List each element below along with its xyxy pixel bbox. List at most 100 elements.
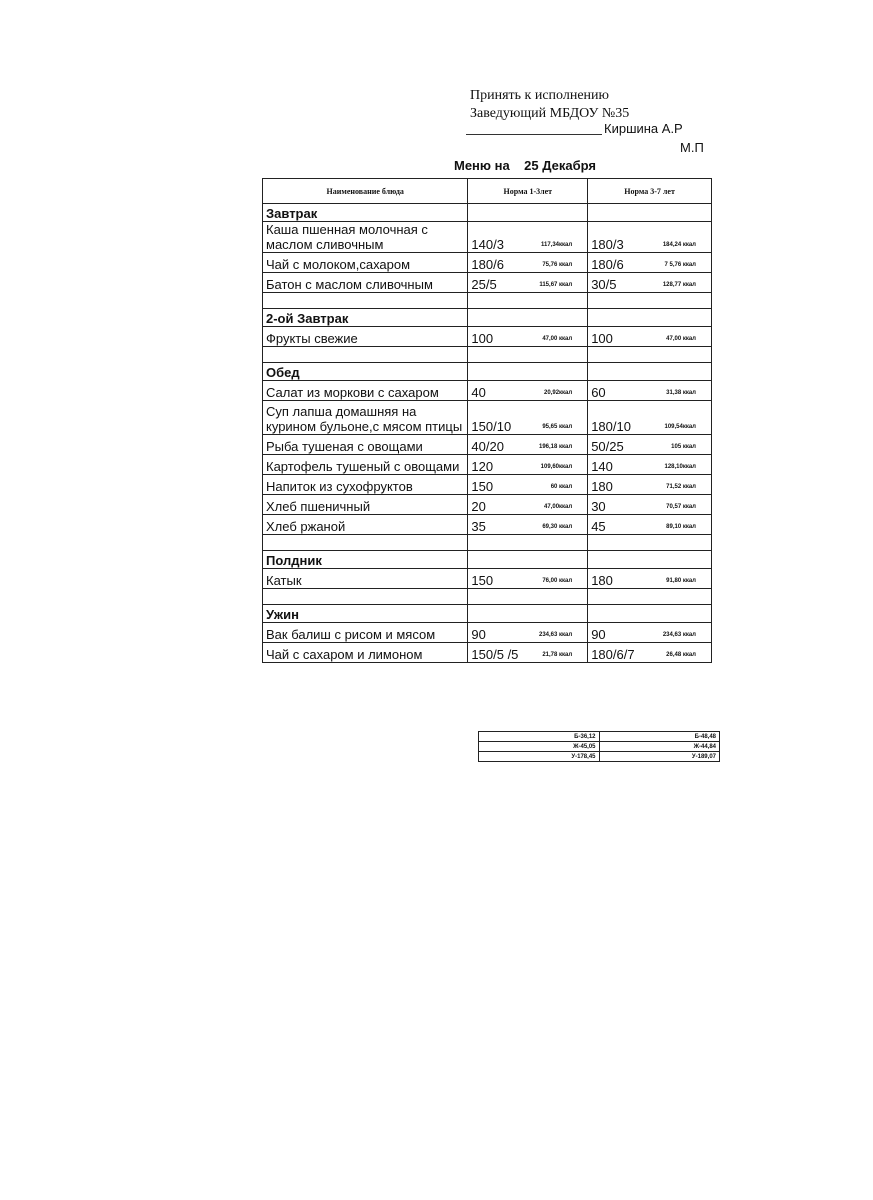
menu-row: Хлеб ржаной 35 69,30 ккал 45 89,10 ккал [261,514,712,535]
norm-content: 90 234,63 ккал [471,627,584,642]
dish-name: Рыба тушеная с овощами [261,434,469,455]
empty-cell [587,534,712,551]
calories: 21,78 ккал [542,651,573,658]
column-header: Норма 1-3лет [467,178,589,204]
empty-cell [467,362,589,381]
norm-content: 180/10 109,54ккал [591,419,708,434]
section-title: Ужин [261,604,469,623]
empty-cell [467,292,589,309]
calories: 184,24 ккал [662,241,696,248]
dish-name: Напиток из сухофруктов [261,474,469,495]
stamp: М.П [680,140,704,155]
empty-cell [261,534,469,551]
empty-cell [467,534,589,551]
header-row: Наименование блюда Норма 1-3лет Норма 3-7 … [261,178,712,204]
column-header: Наименование блюда [261,178,469,204]
empty-cell [587,362,712,381]
dish-name: Суп лапша домашняя на курином бульоне,с … [261,400,469,435]
portion: 40/20 [471,439,504,454]
section-title: 2-ой Завтрак [261,308,469,327]
menu-row: Завтрак [261,203,712,222]
calories: 20,92ккал [544,389,573,396]
norm-cell: 150 60 ккал [467,474,589,495]
totals-row: У-178,45 У-189,07 [478,751,720,762]
norm-content: 30 70,57 ккал [591,499,708,514]
norm-cell: 60 31,38 ккал [587,380,712,401]
calories: 234,63 ккал [539,631,573,638]
norm-content: 180 71,52 ккал [591,479,708,494]
dish-name: Картофель тушеный с овощами [261,454,469,475]
menu-row: Обед [261,362,712,381]
empty-cell [587,308,712,327]
norm-cell: 180/10 109,54ккал [587,400,712,435]
menu-row: Рыба тушеная с овощами 40/20 196,18 ккал 50… [261,434,712,455]
norm-content: 180/6 7 5,76 ккал [591,257,708,272]
calories: 95,65 ккал [542,423,573,430]
menu-row: Чай с сахаром и лимоном 150/5 /5 21,78 кка… [261,642,712,663]
dish-name: Хлеб ржаной [261,514,469,535]
calories: 105 ккал [671,443,696,450]
empty-cell [467,308,589,327]
portion: 90 [591,627,606,642]
portion: 90 [471,627,486,642]
portion: 20 [471,499,486,514]
title-date: 25 Декабря [524,158,597,173]
norm-cell: 50/25 105 ккал [587,434,712,455]
norm-cell: 180/6 7 5,76 ккал [587,252,712,273]
calories: 89,10 ккал [666,523,696,530]
empty-cell [587,588,712,605]
norm-cell: 45 89,10 ккал [587,514,712,535]
norm-content: 150/10 95,65 ккал [471,419,584,434]
norm-cell: 150/10 95,65 ккал [467,400,589,435]
norm-content: 180/6/7 26,48 ккал [591,647,708,662]
portion: 40 [471,385,486,400]
portion: 100 [471,331,494,346]
total-value: Ж-44,84 [598,741,720,752]
menu-row: Катык 150 76,00 ккал 180 91,80 ккал [261,568,712,589]
menu-row: Батон с маслом сливочным 25/5 115,67 ккал 3… [261,272,712,293]
calories: 128,10ккал [664,463,696,470]
menu-row: Полдник [261,550,712,569]
menu-row [261,346,712,363]
portion: 45 [591,519,606,534]
dish-name: Каша пшенная молочная с маслом сливочным [261,221,469,253]
approve-line: Принять к исполнению [470,88,609,103]
menu-table: Наименование блюда Норма 1-3лет Норма 3-7 … [261,178,712,663]
portion: 180/6/7 [591,647,635,662]
portion: 50/25 [591,439,624,454]
portion: 30/5 [591,277,617,292]
portion: 140 [591,459,613,474]
norm-content: 90 234,63 ккал [591,627,708,642]
norm-content: 140/3 117,34ккал [471,237,584,252]
portion: 30 [591,499,606,514]
empty-cell [587,604,712,623]
calories: 60 ккал [550,483,573,490]
norm-cell: 150 76,00 ккал [467,568,589,589]
empty-cell [587,292,712,309]
totals-row: Ж-45,05 Ж-44,84 [478,741,720,752]
menu-title: Меню на 25 Декабря [454,158,596,173]
empty-cell [261,588,469,605]
norm-content: 100 47,00 ккал [471,331,584,346]
norm-cell: 40/20 196,18 ккал [467,434,589,455]
total-value: Б-48,48 [598,731,720,742]
norm-cell: 180 91,80 ккал [587,568,712,589]
calories: 234,63 ккал [662,631,696,638]
norm-content: 60 31,38 ккал [591,385,708,400]
norm-cell: 100 47,00 ккал [587,326,712,347]
section-title: Завтрак [261,203,469,222]
dish-name: Чай с молоком,сахаром [261,252,469,273]
dish-name: Чай с сахаром и лимоном [261,642,469,663]
menu-row: Картофель тушеный с овощами 120 109,60ккал… [261,454,712,475]
norm-cell: 180/6 75,76 ккал [467,252,589,273]
portion: 150/5 /5 [471,647,519,662]
norm-content: 140 128,10ккал [591,459,708,474]
empty-cell [467,604,589,623]
calories: 69,30 ккал [542,523,573,530]
menu-row: Чай с молоком,сахаром 180/6 75,76 ккал 180/… [261,252,712,273]
portion: 180/3 [591,237,624,252]
portion: 150 [471,479,494,494]
empty-cell [587,550,712,569]
